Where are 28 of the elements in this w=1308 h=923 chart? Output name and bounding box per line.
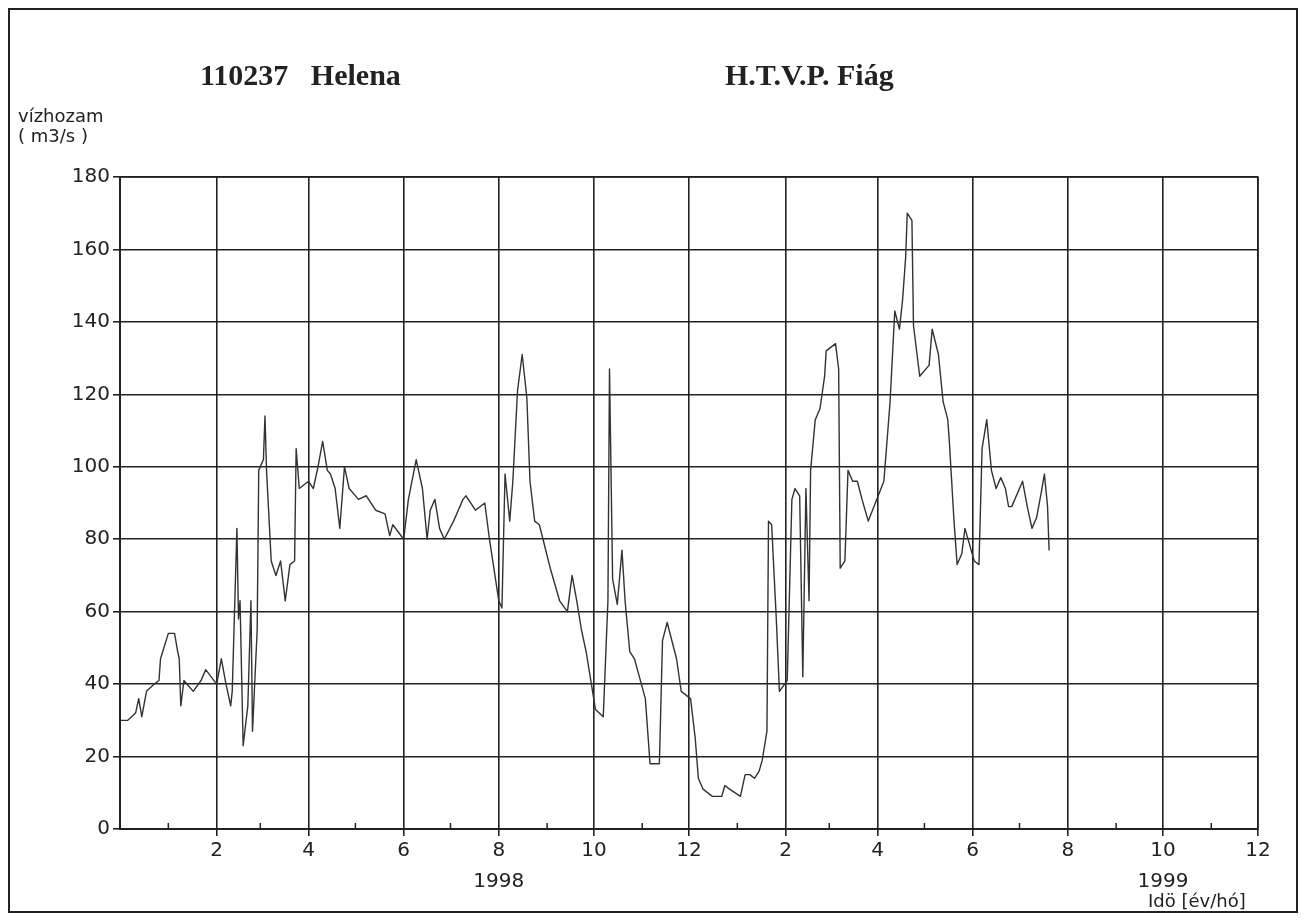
x-tick-label: 8 [1061, 837, 1075, 862]
x-tick-label: 12 [1245, 837, 1271, 862]
text: 1998 [473, 868, 525, 892]
x-tick-label: 6 [397, 837, 411, 862]
chart-title: 110237 Helena [200, 58, 401, 92]
y-tick-label: 120 [71, 380, 110, 405]
y-axis-title: vízhozam ( m3/s ) [18, 105, 104, 146]
y-tick-label: 0 [97, 815, 110, 840]
y-tick-label: 140 [71, 308, 110, 333]
y-tick-label: 20 [84, 742, 110, 767]
chart-subtitle: H.T.V.P. Fiág [725, 58, 894, 92]
y-tick-label: 160 [71, 235, 110, 260]
y-tick-label: 80 [84, 525, 110, 550]
y-tick-label: 60 [84, 597, 110, 622]
y-tick-label: 180 [71, 163, 110, 188]
x-tick-label: 10 [581, 837, 607, 862]
text: 1999 [1137, 868, 1189, 892]
x-tick-label: 2 [779, 837, 793, 862]
x-tick-label: 2 [210, 837, 224, 862]
x-tick-label: 4 [302, 837, 315, 862]
y-tick-label: 100 [71, 452, 110, 477]
x-tick-label: 8 [492, 837, 506, 862]
x-tick-label: 10 [1150, 837, 1176, 862]
x-axis-title: Idö [év/hó] [1148, 890, 1246, 911]
x-tick-label: 4 [871, 837, 884, 862]
x-tick-label: 6 [966, 837, 980, 862]
y-tick-label: 40 [84, 670, 110, 695]
x-tick-label: 12 [676, 837, 702, 862]
